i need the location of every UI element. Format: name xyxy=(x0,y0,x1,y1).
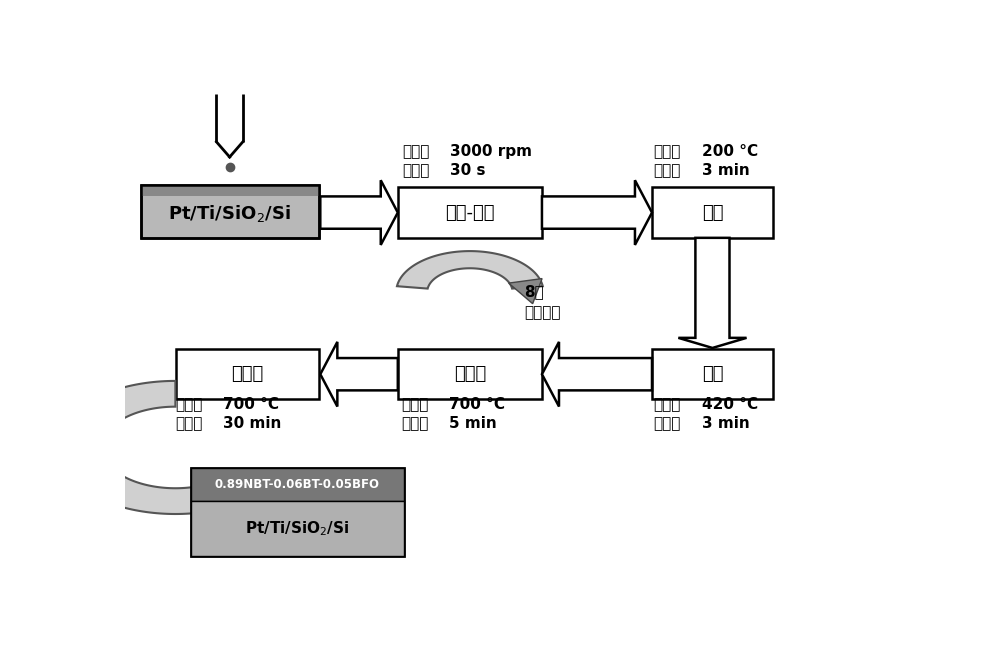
Polygon shape xyxy=(320,180,398,245)
Text: 3 min: 3 min xyxy=(702,163,749,178)
FancyBboxPatch shape xyxy=(652,188,773,238)
FancyBboxPatch shape xyxy=(398,188,542,238)
FancyBboxPatch shape xyxy=(191,468,404,556)
Text: 420 °C: 420 °C xyxy=(702,397,758,412)
FancyBboxPatch shape xyxy=(191,468,404,501)
Text: 时间：: 时间： xyxy=(654,163,681,178)
Text: 甸胶-匀胶: 甸胶-匀胶 xyxy=(445,203,495,222)
Text: 8次
逐层退火: 8次 逐层退火 xyxy=(524,284,561,320)
Polygon shape xyxy=(55,381,235,514)
Polygon shape xyxy=(678,238,747,348)
Text: 温度：: 温度： xyxy=(654,397,681,412)
Text: 时间：: 时间： xyxy=(401,416,428,431)
Text: 5 min: 5 min xyxy=(449,416,497,431)
Text: 0.89NBT-0.06BT-0.05BFO: 0.89NBT-0.06BT-0.05BFO xyxy=(215,478,380,491)
Text: 700 °C: 700 °C xyxy=(449,397,505,412)
Text: Pt/Ti/SiO$_2$/Si: Pt/Ti/SiO$_2$/Si xyxy=(168,203,291,224)
FancyBboxPatch shape xyxy=(398,349,542,400)
Polygon shape xyxy=(542,180,652,245)
Polygon shape xyxy=(542,342,652,407)
Polygon shape xyxy=(205,484,255,510)
Text: 时间：: 时间： xyxy=(175,416,203,431)
FancyBboxPatch shape xyxy=(140,185,319,238)
Text: 30 s: 30 s xyxy=(450,163,486,178)
Text: 预退火: 预退火 xyxy=(454,365,486,383)
Polygon shape xyxy=(397,251,543,289)
Text: 热解: 热解 xyxy=(702,365,723,383)
Text: 温度：: 温度： xyxy=(175,397,203,412)
Text: 200 °C: 200 °C xyxy=(702,144,758,159)
Text: 温度：: 温度： xyxy=(654,144,681,159)
Text: 终退火: 终退火 xyxy=(231,365,264,383)
Text: 3 min: 3 min xyxy=(702,416,749,431)
Text: Pt/Ti/SiO$_2$/Si: Pt/Ti/SiO$_2$/Si xyxy=(245,520,350,538)
Text: 转速：: 转速： xyxy=(402,144,430,159)
Text: 烘干: 烘干 xyxy=(702,203,723,222)
Text: 时间：: 时间： xyxy=(402,163,430,178)
Text: 3000 rpm: 3000 rpm xyxy=(450,144,532,159)
FancyBboxPatch shape xyxy=(191,501,404,556)
Text: 700 °C: 700 °C xyxy=(223,397,279,412)
FancyBboxPatch shape xyxy=(140,185,319,196)
Polygon shape xyxy=(320,342,398,407)
FancyBboxPatch shape xyxy=(652,349,773,400)
FancyBboxPatch shape xyxy=(176,349,319,400)
Polygon shape xyxy=(509,279,542,304)
Text: 温度：: 温度： xyxy=(401,397,428,412)
Text: 30 min: 30 min xyxy=(223,416,282,431)
Text: 时间：: 时间： xyxy=(654,416,681,431)
